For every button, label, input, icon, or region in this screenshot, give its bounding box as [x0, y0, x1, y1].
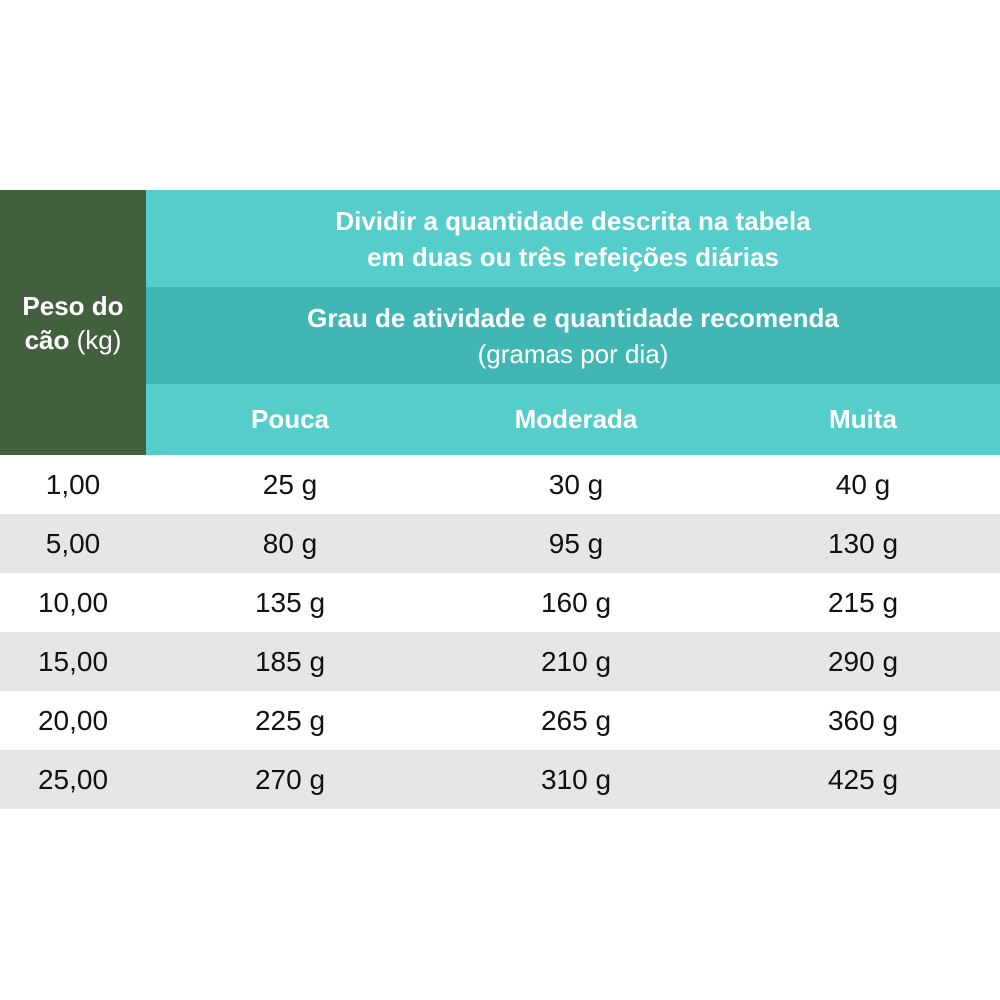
amount-cell-pouca: 225 g	[254, 704, 326, 736]
table-row: 15,00 185 g 210 g 290 g	[0, 632, 1000, 691]
table-row: 5,00 80 g 95 g 130 g	[0, 514, 1000, 573]
amount-cell-muita: 290 g	[827, 645, 899, 677]
level-header-pouca: Pouca	[250, 404, 330, 434]
amount-cell-pouca: 80 g	[262, 527, 318, 559]
table-row: 1,00 25 g 30 g 40 g	[0, 455, 1000, 514]
amount-cell-muita: 130 g	[827, 527, 899, 559]
amount-cell-pouca: 185 g	[254, 645, 326, 677]
weight-cell: 15,00	[37, 645, 109, 677]
amount-cell-muita: 40 g	[835, 468, 891, 500]
amount-cell-moderada: 95 g	[548, 527, 604, 559]
weight-cell: 20,00	[37, 704, 109, 736]
amount-cell-muita: 215 g	[827, 586, 899, 618]
serving-note-line1: Dividir a quantidade descrita na tabela	[335, 205, 811, 236]
activity-header-block: Dividir a quantidade descrita na tabela …	[146, 190, 1000, 455]
weight-cell: 1,00	[45, 468, 101, 500]
serving-note: Dividir a quantidade descrita na tabela …	[146, 190, 1000, 287]
table-body: 1,00 25 g 30 g 40 g 5,00 80 g 95 g 130 g…	[0, 455, 1000, 809]
activity-levels-band: Pouca Moderada Muita	[146, 384, 1000, 455]
amount-cell-moderada: 310 g	[540, 763, 612, 795]
weight-cell: 5,00	[45, 527, 101, 559]
amount-cell-moderada: 210 g	[540, 645, 612, 677]
weight-cell: 25,00	[37, 763, 109, 795]
table-row: 25,00 270 g 310 g 425 g	[0, 750, 1000, 809]
activity-title: Grau de atividade e quantidade recomenda	[307, 302, 839, 333]
feeding-table: Peso do cão (kg) Dividir a quantidade de…	[0, 190, 1000, 810]
table-row: 10,00 135 g 160 g 215 g	[0, 573, 1000, 632]
amount-cell-moderada: 265 g	[540, 704, 612, 736]
amount-cell-pouca: 270 g	[254, 763, 326, 795]
weight-header-unit: (kg)	[76, 324, 122, 355]
level-header-muita: Muita	[829, 404, 897, 434]
weight-header-line2: cão	[24, 324, 70, 355]
level-header-moderada: Moderada	[514, 404, 638, 434]
amount-cell-pouca: 135 g	[254, 586, 326, 618]
weight-cell: 10,00	[37, 586, 109, 618]
amount-cell-pouca: 25 g	[262, 468, 318, 500]
amount-cell-muita: 360 g	[827, 704, 899, 736]
weight-header-line1: Peso do	[22, 290, 124, 321]
serving-note-line2: em duas ou três refeições diárias	[367, 241, 779, 272]
amount-cell-muita: 425 g	[827, 763, 899, 795]
activity-subtitle: (gramas por dia)	[477, 338, 669, 369]
table-row: 20,00 225 g 265 g 360 g	[0, 691, 1000, 750]
activity-title-band: Grau de atividade e quantidade recomenda…	[146, 287, 1000, 384]
weight-column-header: Peso do cão (kg)	[0, 190, 146, 455]
amount-cell-moderada: 160 g	[540, 586, 612, 618]
amount-cell-moderada: 30 g	[548, 468, 604, 500]
